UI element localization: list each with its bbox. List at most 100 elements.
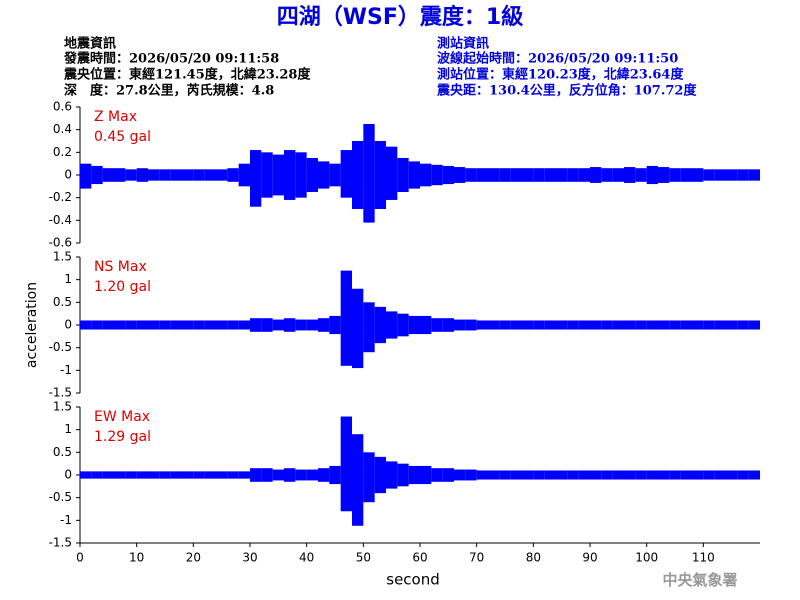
waveform-segment [204,320,216,330]
waveform-segment [363,452,375,503]
waveform-segment [148,169,160,181]
waveform-segment [601,470,613,480]
waveform-segment [533,470,545,480]
waveform-segment [442,318,454,332]
annotation: Z Max [94,109,137,125]
waveform-segment [284,318,296,332]
waveform-segment [578,168,590,182]
waveform-segment [612,168,624,182]
waveform-segment [352,141,364,209]
waveform-segment [397,313,409,337]
waveform-segment [442,165,454,185]
waveform-segment [612,320,624,330]
waveform-segment [703,470,715,480]
info-line: 波線起始時間：2026/05/20 09:11:50 [437,51,678,67]
info-line: 震央距：130.4公里，反方位角：107.72度 [436,83,697,99]
info-line: 發震時間：2026/05/20 09:11:58 [63,51,279,67]
waveform-segment [680,168,692,182]
waveform-segment [476,320,488,330]
x-tick-label: 20 [186,551,201,565]
waveform-segment [590,470,602,480]
waveform-segment [669,470,681,480]
waveform-segment [703,320,715,330]
waveform-segment [114,471,126,479]
waveform-segment [261,152,273,198]
waveform-segment [635,320,647,330]
y-tick-label: 1.5 [53,250,72,264]
waveform-segment [578,320,590,330]
chart-title: 四湖（WSF）震度：1級 [277,4,523,30]
waveform-segment [658,167,670,183]
waveform-segment [397,158,409,192]
waveform-segment [170,169,182,181]
waveform-segment [318,468,330,482]
waveform-segment [578,470,590,480]
waveform-segment [261,318,273,332]
waveform-segment [102,320,114,330]
waveform-segment [737,169,749,181]
waveform-segment [533,320,545,330]
waveform-segment [522,470,534,480]
waveform-segment [714,470,726,480]
waveform-segment [476,470,488,480]
waveform-segment [216,169,228,181]
y-tick-label: -1.5 [49,386,72,400]
waveform-segment [726,470,738,480]
waveform-segment [284,468,296,482]
y-tick-label: 1 [64,422,72,436]
waveform-segment [170,471,182,479]
waveform-segment [352,288,364,369]
waveform-segment [329,465,341,485]
annotation: 0.45 gal [94,129,151,145]
waveform-segment [454,319,466,331]
y-tick-label: -0.2 [49,190,72,204]
waveform-segment [136,168,148,182]
waveform-segment [544,320,556,330]
waveform-segment [646,470,658,480]
waveform-segment [306,319,318,331]
x-axis-label: second [386,571,440,589]
waveform-segment [386,146,398,200]
y-tick-label: 1 [64,272,72,286]
waveform-segment [567,168,579,182]
waveform-segment [692,320,704,330]
waveform-segment [601,168,613,182]
waveform-segment [567,470,579,480]
y-tick-label: -0.6 [49,236,72,250]
waveform-segment [227,168,239,182]
x-tick-label: 90 [582,551,597,565]
waveform-segment [80,471,92,479]
x-tick-label: 100 [635,551,658,565]
waveform-segment [431,318,443,332]
x-tick-label: 10 [129,551,144,565]
waveform-segment [238,471,250,479]
y-tick-label: 1.5 [53,400,72,414]
waveform-segment [635,470,647,480]
waveform-segment [114,320,126,330]
waveform-segment [420,163,432,187]
waveform-segment [159,320,171,330]
waveform-segment [499,320,511,330]
waveform-segment [488,168,500,182]
waveform-segment [533,168,545,182]
waveform-segment [102,168,114,182]
waveform-segment [125,471,137,479]
waveform-segment [114,168,126,182]
waveform-segment [295,319,307,331]
y-tick-label: 0.5 [53,445,72,459]
waveform-segment [125,169,137,181]
waveform-segment [748,169,760,181]
waveform-segment [669,320,681,330]
x-tick-label: 60 [412,551,427,565]
waveform-segment [624,320,636,330]
waveform-segment [80,163,92,189]
waveform-segment [363,302,375,353]
waveform-segment [125,320,137,330]
waveform-segment [748,470,760,480]
waveform-segment [272,319,284,331]
waveform-segment [386,311,398,339]
waveform-segment [431,164,443,186]
waveform-segment [703,169,715,181]
waveform-segment [193,169,205,181]
